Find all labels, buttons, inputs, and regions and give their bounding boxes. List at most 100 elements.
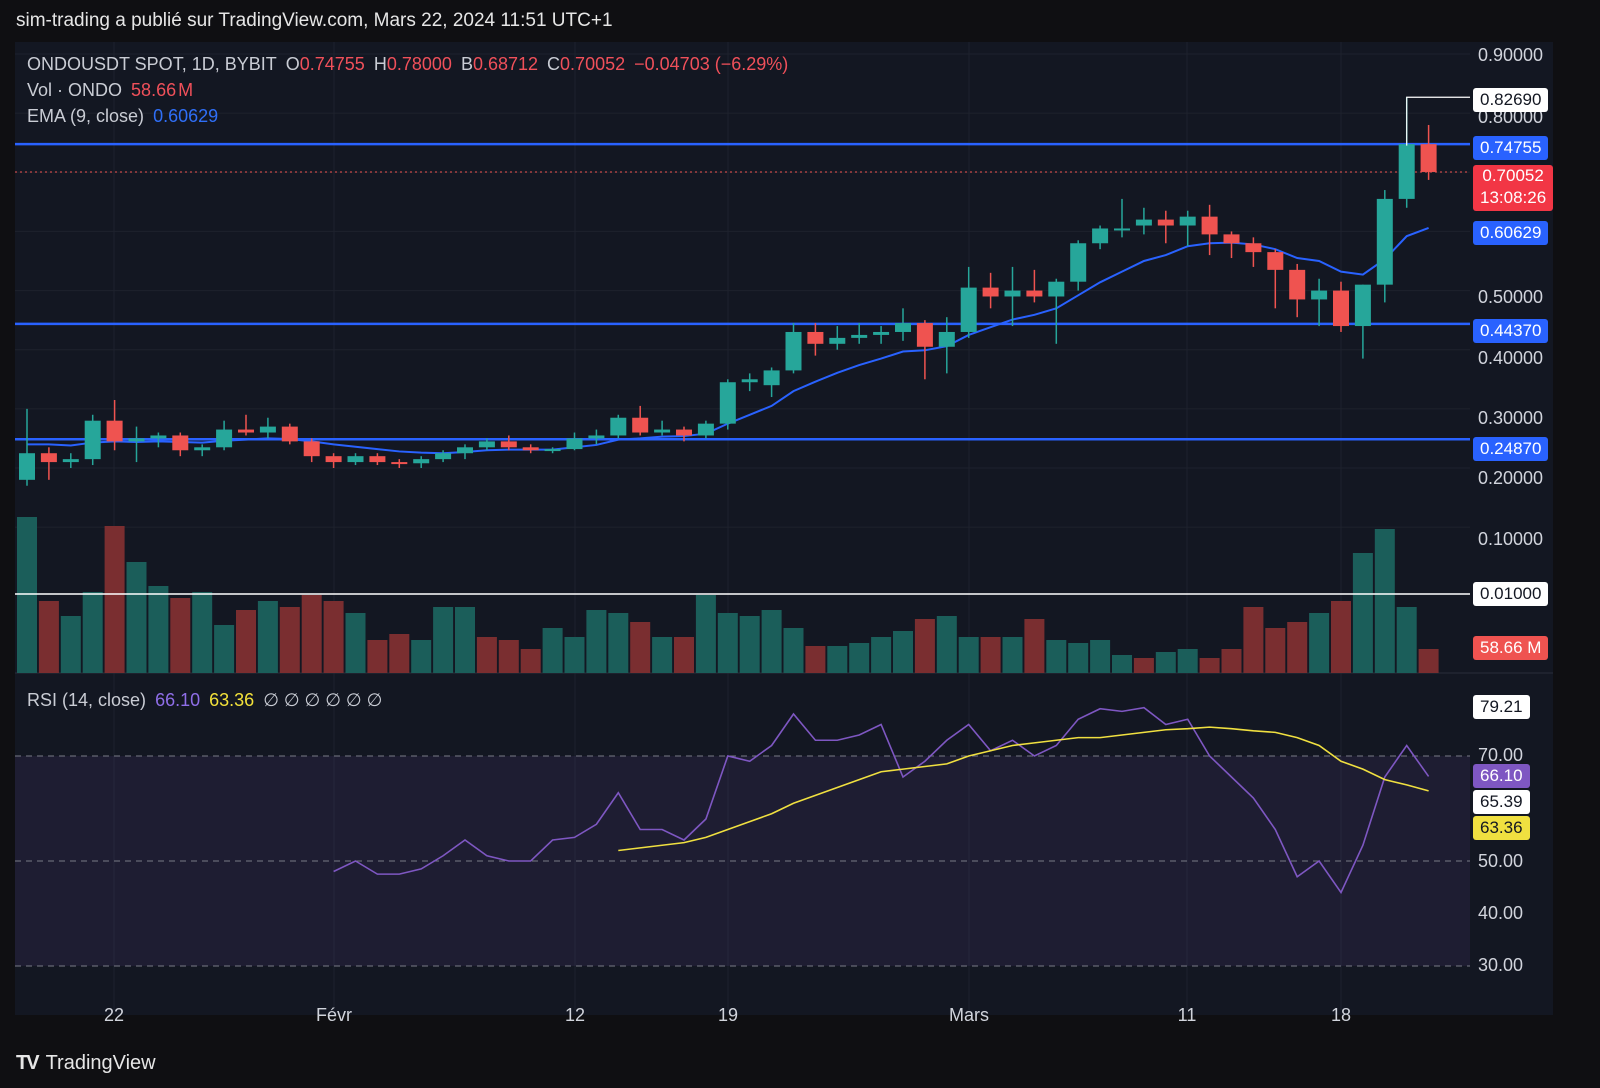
- volume-bar: [1133, 658, 1154, 673]
- brand-name: TradingView: [45, 1052, 156, 1074]
- x-axis-label: 19: [717, 1005, 739, 1025]
- candle-body: [938, 331, 955, 347]
- volume-bar: [674, 637, 694, 673]
- candle-body: [697, 423, 714, 436]
- candle-body: [281, 426, 298, 442]
- volume-bar: [608, 613, 629, 673]
- volume-bar: [104, 526, 125, 673]
- candle-body: [610, 417, 627, 436]
- candle-body: [1289, 269, 1306, 300]
- candle-body: [654, 429, 671, 433]
- legend-ohlc: ONDOUSDT SPOT, 1D, BYBIT O0.74755 H0.780…: [27, 54, 792, 75]
- volume-bar: [1002, 637, 1023, 673]
- candle-body: [150, 435, 167, 439]
- ema-value: 0.60629: [153, 106, 219, 126]
- candle-body: [500, 441, 517, 448]
- high-marker-tag: 0.82690: [1473, 88, 1549, 112]
- rsi-axis-label: 30.00: [1478, 955, 1524, 975]
- volume-value: 58.66: [131, 80, 177, 100]
- volume-bar: [1418, 649, 1439, 673]
- rsi-axis-label: 40.00: [1478, 903, 1524, 923]
- rsi-ma-tag: 63.36: [1473, 816, 1530, 840]
- volume-bar: [214, 625, 235, 673]
- candle-body: [1267, 252, 1284, 270]
- candle-body: [566, 438, 583, 450]
- rsi-zone: [15, 755, 1470, 967]
- tradingview-brand[interactable]: TV TradingView: [16, 1052, 156, 1075]
- volume-bar: [192, 592, 213, 673]
- last-price-tag: 0.70052 13:08:26: [1473, 165, 1554, 211]
- candle-body: [128, 438, 145, 442]
- candle-body: [588, 435, 605, 439]
- volume-bar: [433, 607, 454, 673]
- close-label: C: [547, 54, 561, 74]
- candle-body: [544, 449, 561, 452]
- rsi-line: [333, 706, 1430, 895]
- volume-bar: [170, 598, 191, 673]
- volume-bar: [849, 643, 870, 673]
- volume-bar: [827, 646, 848, 673]
- candle-body: [238, 429, 254, 433]
- ema-label: EMA (9, close): [27, 106, 145, 126]
- rsi-lines: [333, 706, 1430, 895]
- volume-bar: [411, 640, 432, 673]
- volume-bar: [1024, 619, 1045, 673]
- volume-bar: [1287, 622, 1308, 673]
- low-label: B: [460, 54, 473, 74]
- price-axis-label: 0.30000: [1478, 408, 1544, 428]
- legend-volume: Vol · ONDO 58.66 M: [27, 80, 197, 101]
- level-tag-low: 0.24870: [1473, 437, 1549, 461]
- volume-bar: [914, 619, 935, 673]
- volume-unit: M: [178, 80, 194, 100]
- volume-bar: [498, 640, 519, 673]
- candle-body: [676, 429, 692, 436]
- level-tag-top: 0.74755: [1473, 136, 1549, 160]
- candle-body: [259, 426, 276, 433]
- candle-body: [457, 447, 473, 454]
- candle-body: [807, 331, 824, 344]
- volume-bar: [345, 613, 366, 673]
- candle-body: [172, 435, 189, 451]
- price-axis-label: 0.80000: [1478, 107, 1544, 127]
- volume-bar: [17, 517, 37, 673]
- volume-bar: [323, 601, 344, 673]
- volume-label: Vol · ONDO: [27, 80, 123, 100]
- candle-body: [873, 331, 890, 335]
- price-axis-label: 0.90000: [1478, 45, 1544, 65]
- candle-body: [763, 370, 780, 386]
- ema-tag: 0.60629: [1473, 221, 1549, 245]
- volume-bar: [936, 616, 957, 673]
- price-axis-label: 0.50000: [1478, 287, 1544, 307]
- volume-bar: [520, 649, 541, 673]
- candle-body: [19, 453, 35, 480]
- rsi-label: RSI (14, close): [27, 690, 147, 710]
- rsi-extra-values: ∅ ∅ ∅ ∅ ∅ ∅: [263, 690, 383, 710]
- volume-bar: [1396, 607, 1417, 673]
- x-axis-label: Mars: [949, 1005, 989, 1025]
- volume-bar: [257, 601, 278, 673]
- candle-body: [1333, 290, 1349, 327]
- x-axis-label: 11: [1177, 1005, 1197, 1025]
- x-axis-label: 18: [1330, 1005, 1352, 1025]
- volume-bar: [1177, 649, 1198, 673]
- candle-body: [1004, 290, 1021, 297]
- candle-body: [325, 456, 342, 463]
- volume-bar: [38, 601, 59, 673]
- volume-bar: [871, 637, 892, 673]
- candle-body: [303, 441, 320, 457]
- volume-bar: [126, 562, 147, 673]
- candle-body: [347, 456, 364, 463]
- candle-body: [522, 447, 539, 451]
- candle-body: [194, 447, 211, 451]
- volume-bar: [1090, 640, 1111, 673]
- candle-body: [1245, 243, 1262, 253]
- volume-bar: [958, 637, 979, 673]
- volume-bar: [1112, 655, 1132, 673]
- candles: [19, 97, 1437, 486]
- volume-bar: [279, 607, 300, 673]
- volume-bar: [389, 634, 410, 673]
- volume-bar: [1221, 649, 1242, 673]
- candle-body: [982, 287, 999, 297]
- volume-bar: [1068, 643, 1089, 673]
